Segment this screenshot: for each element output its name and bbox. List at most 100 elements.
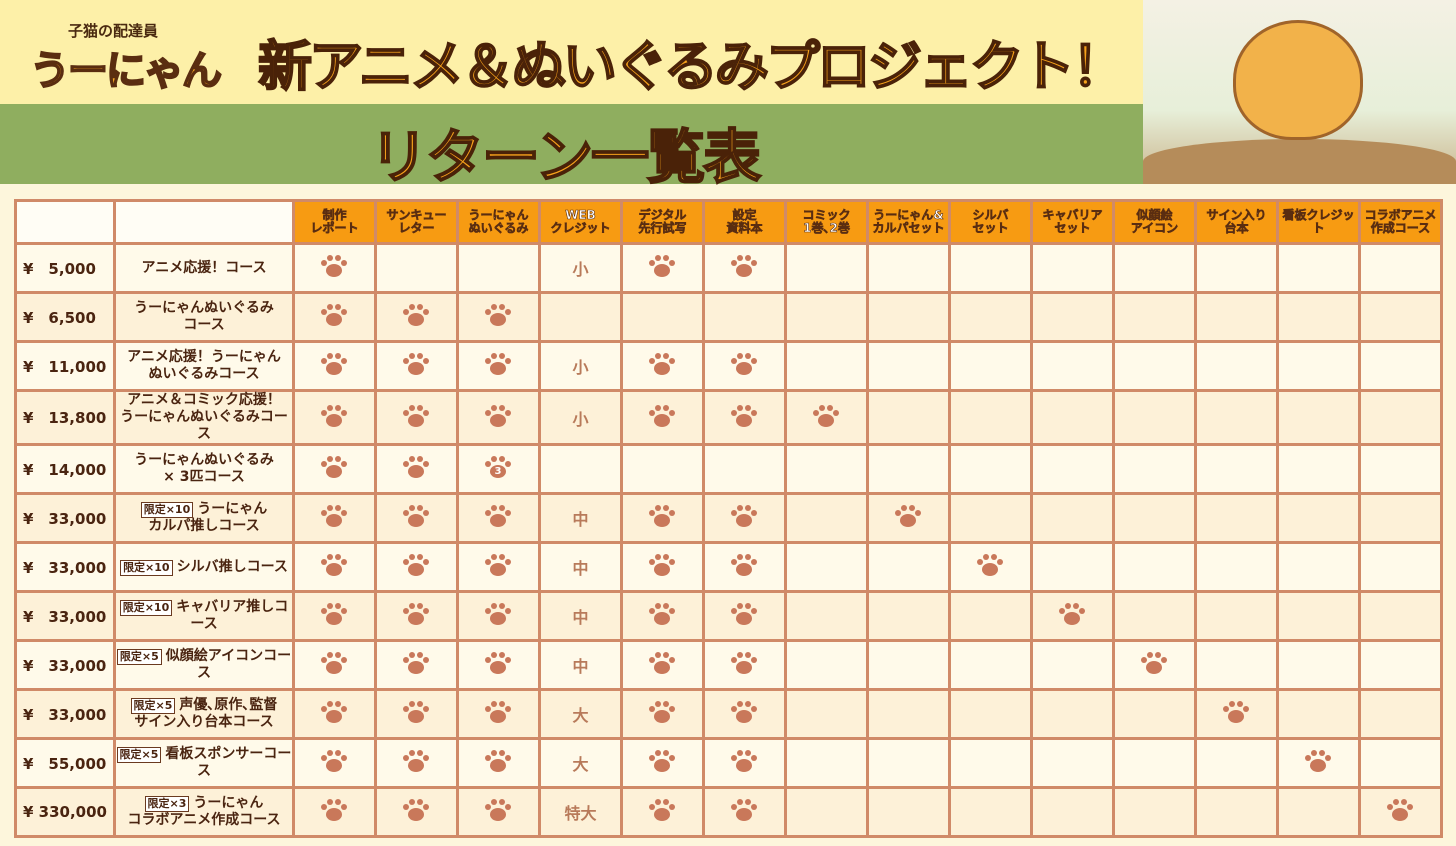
paw-icon — [319, 352, 349, 376]
paw-pad — [321, 657, 328, 663]
paw-icon — [647, 504, 677, 528]
paw-pad — [654, 612, 671, 625]
paw-pad — [341, 608, 348, 614]
paw-pad — [321, 608, 328, 614]
paw-pad — [341, 755, 348, 761]
paw-pad — [341, 309, 348, 315]
reward-cell — [1275, 737, 1361, 789]
column-header: 似顔絵 アイコン — [1111, 199, 1197, 245]
paw-pad — [983, 554, 990, 560]
reward-cell — [1357, 786, 1443, 838]
paw-icon — [401, 749, 431, 773]
paw-icon — [319, 700, 349, 724]
reward-cell — [701, 389, 787, 446]
column-header: 設定 資料本 — [701, 199, 787, 245]
paw-icon — [729, 404, 759, 428]
reward-cell — [865, 590, 951, 642]
reward-cell — [783, 786, 869, 838]
reward-cell — [947, 291, 1033, 343]
paw-pad — [669, 409, 676, 416]
column-header: シルバ セット — [947, 199, 1033, 245]
table-row: ¥ 6,500 うーにゃんぬいぐるみ コース — [14, 291, 1443, 343]
paw-pad — [751, 559, 758, 565]
reward-cell — [619, 443, 705, 495]
paw-icon — [647, 749, 677, 773]
paw-count: 3 — [494, 466, 502, 477]
paw-pad — [335, 456, 342, 462]
reward-cell — [619, 389, 705, 446]
cat-image — [1233, 20, 1363, 140]
paw-icon — [483, 700, 513, 724]
paw-pad — [751, 804, 758, 810]
table-row: ¥ 33,000 限定×10 シルバ推しコース 中 — [14, 541, 1443, 593]
reward-cell — [291, 389, 377, 446]
reward-cell: 特大 — [537, 786, 623, 838]
paw-pad — [731, 755, 738, 761]
reward-cell — [783, 291, 869, 343]
course-name: アニメ＆コミック応援！ うーにゃんぬいぐるみコース — [120, 392, 288, 442]
paw-icon — [401, 651, 431, 675]
paw-pad — [423, 409, 430, 416]
paw-pad — [321, 804, 328, 810]
paw-pad — [1147, 652, 1154, 658]
reward-cell — [1111, 639, 1197, 691]
course-name-cell: 限定×10 うーにゃん カルパ推しコース — [112, 492, 295, 544]
paw-pad — [417, 603, 424, 609]
paw-pad — [751, 608, 758, 614]
reward-cell — [1111, 340, 1197, 392]
paw-pad — [335, 404, 342, 411]
column-header: サイン入り 台本 — [1193, 199, 1279, 245]
paw-pad — [423, 608, 430, 614]
paw-icon — [319, 651, 349, 675]
paw-pad — [751, 510, 758, 516]
reward-cell — [1111, 786, 1197, 838]
limit-badge: 限定×3 — [144, 796, 190, 812]
paw-pad — [737, 255, 744, 261]
paw-pad — [423, 755, 430, 761]
paw-icon — [647, 651, 677, 675]
paw-pad — [669, 657, 676, 663]
reward-cell — [455, 639, 541, 691]
paw-pad — [499, 652, 506, 658]
paw-pad — [1325, 755, 1332, 761]
reward-cell — [783, 590, 869, 642]
paw-pad — [335, 652, 342, 658]
reward-cell — [865, 340, 951, 392]
reward-cell — [373, 737, 459, 789]
paw-pad — [1305, 755, 1312, 761]
reward-cell — [1193, 590, 1279, 642]
paw-pad — [737, 404, 744, 411]
paw-icon — [1221, 700, 1251, 724]
table-row: ¥ 55,000 限定×5 看板スポンサーコース 大 — [14, 737, 1443, 789]
paw-pad — [408, 808, 425, 821]
course-name: アニメ応援！うーにゃん ぬいぐるみコース — [127, 349, 281, 382]
paw-pad — [655, 554, 662, 560]
paw-pad — [1065, 603, 1072, 609]
course-name: うーにゃん コラボアニメ作成コース — [127, 795, 281, 828]
price-cell: ¥ 55,000 — [14, 737, 116, 789]
paw-pad — [505, 657, 512, 663]
paw-pad — [649, 409, 656, 416]
course-name: 声優､原作､監督 サイン入り台本コース — [134, 697, 278, 730]
reward-cell: 小 — [537, 340, 623, 392]
reward-cell — [1111, 492, 1197, 544]
paw-pad — [909, 505, 916, 511]
paw-pad — [751, 409, 758, 416]
paw-icon — [647, 553, 677, 577]
price-cell: ¥ 14,000 — [14, 443, 116, 495]
paw-icon — [401, 352, 431, 376]
paw-pad — [485, 510, 492, 516]
paw-pad — [321, 409, 328, 416]
paw-icon — [483, 303, 513, 327]
paw-icon — [483, 404, 513, 428]
reward-cell — [701, 541, 787, 593]
paw-pad — [654, 413, 671, 427]
paw-pad — [977, 559, 984, 565]
paw-pad — [490, 514, 507, 527]
paw-icon — [319, 749, 349, 773]
paw-pad — [491, 404, 498, 411]
reward-cell — [291, 492, 377, 544]
paw-pad — [403, 409, 410, 416]
paw-pad — [321, 559, 328, 565]
subtitle-band: リターン一覧表 — [0, 104, 1143, 192]
